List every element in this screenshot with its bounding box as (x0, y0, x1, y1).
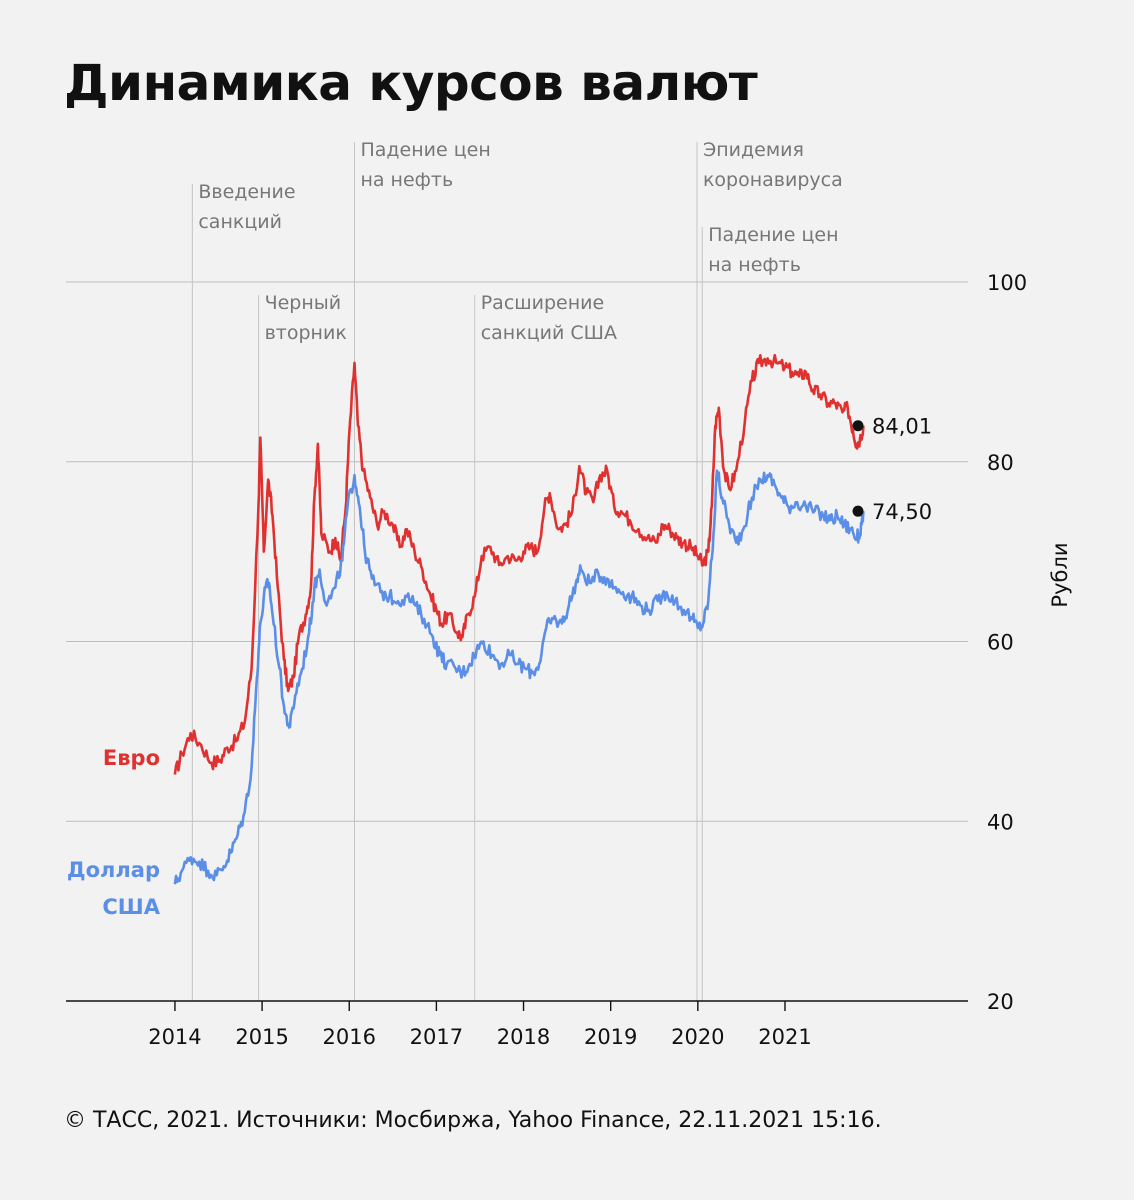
x-tick-label: 2016 (323, 1025, 376, 1049)
grid-layer (66, 281, 968, 822)
x-tick-label: 2015 (235, 1025, 288, 1049)
event-label: Падение цен (708, 224, 838, 246)
x-tick-label: 2020 (671, 1025, 724, 1049)
event-label: Расширение (481, 292, 605, 314)
y-tick-label: 80 (987, 451, 1014, 475)
x-tick-label: 2018 (497, 1025, 550, 1049)
axes: 20 40 60 80 100 2014 2015 2016 2017 2018 2019 2020 2… (66, 271, 1027, 1049)
end-point-dot (852, 505, 864, 517)
event-label: коронавируса (703, 169, 843, 191)
event-label: санкций (198, 211, 282, 233)
event-label: Падение цен (360, 139, 490, 161)
y-tick-label: 40 (987, 810, 1014, 834)
end-value-label: 74,50 (872, 500, 932, 524)
y-tick-label: 100 (987, 271, 1027, 295)
x-tick-label: 2021 (758, 1025, 811, 1049)
usd-line (173, 469, 865, 885)
y-axis-label: Рубли (1048, 542, 1072, 607)
x-tick-label: 2014 (148, 1025, 201, 1049)
event-annotations: Введение санкций Черный вторник Падение цен н… (191, 139, 843, 1001)
event-label: на нефть (708, 254, 801, 276)
x-tick-label: 2019 (584, 1025, 637, 1049)
legend-usd: Доллар США (67, 858, 161, 919)
event-label: на нефть (360, 169, 453, 191)
event-label: Введение (198, 181, 295, 203)
end-value-label: 84,01 (872, 415, 932, 439)
event-label: вторник (265, 322, 347, 344)
euro-line (173, 353, 865, 775)
legend-euro: Евро (103, 746, 160, 770)
end-point-dot (852, 420, 864, 432)
source-footer: © ТАСС, 2021. Источники: Мосбиржа, Yahoo… (64, 1108, 882, 1133)
event-label: Эпидемия (703, 139, 804, 161)
x-tick-label: 2017 (410, 1025, 463, 1049)
event-label: санкций США (481, 322, 617, 344)
event-label: Черный (265, 292, 342, 314)
series-layer: 84,01 74,50 Евро Доллар США (67, 353, 932, 919)
y-tick-label: 60 (987, 631, 1014, 655)
chart-title: Динамика курсов валют (64, 54, 758, 112)
y-tick-label: 20 (987, 990, 1014, 1014)
